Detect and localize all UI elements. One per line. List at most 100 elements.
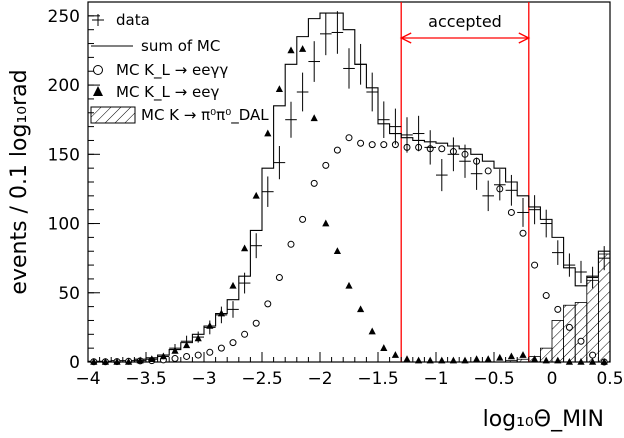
layer-data	[88, 11, 610, 363]
eeg-point	[403, 355, 411, 363]
x-tick-label: −1	[423, 369, 448, 389]
data-point	[447, 137, 460, 172]
data-point	[331, 11, 344, 54]
legend-item: MC K_L → eeγγ	[93, 61, 228, 80]
eeg-point	[101, 358, 109, 365]
data-point	[296, 72, 309, 112]
eeg-point	[484, 355, 492, 363]
y-tick-label: 0	[69, 353, 80, 373]
legend-item: MC K_L → eeγ	[93, 83, 219, 102]
eegg-point	[438, 145, 446, 153]
eegg-point	[275, 274, 283, 282]
eeg-point	[310, 114, 318, 122]
eegg-point	[380, 141, 388, 149]
eeg-point	[368, 327, 376, 335]
eegg-point	[217, 344, 225, 352]
x-axis-label: log₁₀Θ_MIN	[483, 407, 604, 432]
eegg-point	[519, 229, 527, 237]
eeg-point	[229, 281, 237, 289]
eegg-point	[241, 330, 249, 338]
eegg-point	[542, 292, 550, 300]
legend-item: MC K → π⁰π⁰_DAL	[90, 106, 269, 125]
eegg-point	[264, 300, 272, 308]
data-point	[586, 266, 599, 289]
accepted-arrow-head-right	[518, 32, 531, 44]
x-tick-label: 0	[547, 369, 558, 389]
legend-label: MC K_L → eeγγ	[116, 61, 228, 80]
eegg-point	[507, 208, 515, 216]
data-point	[436, 159, 448, 192]
legend-label: data	[116, 11, 150, 29]
data-point	[552, 240, 564, 265]
data-point	[470, 157, 483, 190]
eegg-point	[589, 351, 597, 359]
eegg-point	[565, 323, 573, 331]
hatched-bin	[505, 360, 518, 363]
data-point	[401, 117, 413, 153]
eegg-point	[554, 305, 562, 313]
data-point	[204, 320, 216, 335]
y-tick-label: 200	[48, 76, 80, 96]
eegg-point	[322, 161, 330, 169]
layer-accepted-region: accepted	[399, 2, 531, 362]
data-point	[540, 209, 552, 238]
data-point	[227, 301, 239, 318]
eegg-point	[229, 339, 237, 347]
eegg-point	[194, 351, 202, 359]
eeg-point	[287, 46, 295, 54]
legend: data sum of MC MC K_L → eeγγ MC K_L → eeγ MC…	[90, 11, 269, 125]
eegg-point	[171, 355, 179, 363]
eeg-point	[241, 244, 249, 252]
legend-triangle-icon	[93, 86, 103, 96]
eeg-point	[589, 358, 597, 365]
x-tick-label: −3	[191, 369, 216, 389]
eeg-point	[531, 355, 539, 363]
legend-label: sum of MC	[141, 37, 220, 55]
accepted-label: accepted	[428, 12, 502, 31]
data-point	[389, 108, 402, 145]
data-point	[134, 359, 146, 362]
eeg-point	[415, 356, 423, 364]
data-point	[180, 335, 193, 347]
eeg-point	[264, 129, 272, 137]
data-point	[354, 43, 367, 85]
eegg-point	[252, 319, 260, 327]
eegg-point	[287, 240, 295, 248]
eeg-point	[426, 356, 434, 364]
data-point	[215, 306, 228, 324]
eeg-point	[380, 344, 388, 351]
data-point	[273, 146, 286, 180]
x-tick-label: −4	[75, 369, 100, 389]
data-point	[343, 48, 355, 89]
eeg-point	[438, 356, 446, 364]
hatched-bin	[574, 302, 588, 363]
y-tick-label: 100	[48, 215, 80, 235]
layer-axes: −4 −3.5 −3 −2.5 −2 −1.5 −1 −0.5 0 0.5 0 50 100 150 200…	[7, 1, 624, 432]
data-point	[494, 169, 506, 201]
data-point	[192, 331, 204, 343]
x-tick-label: −0.5	[473, 369, 514, 389]
data-point	[598, 246, 610, 271]
data-point	[250, 233, 262, 259]
data-point	[482, 180, 494, 212]
eeg-point	[299, 45, 307, 52]
hatched-bin	[586, 279, 599, 363]
legend-circle-icon	[93, 65, 103, 75]
data-point	[169, 344, 181, 353]
eeg-point	[461, 356, 469, 364]
eeg-point	[565, 358, 573, 365]
eegg-point	[310, 179, 318, 187]
accepted-arrow-head-left	[399, 32, 412, 44]
data-point	[308, 41, 320, 82]
data-point	[505, 174, 518, 206]
legend-label: MC K_L → eeγ	[116, 83, 219, 102]
eeg-point	[542, 356, 550, 364]
eeg-point	[600, 358, 608, 365]
x-tick-label: −2	[307, 369, 332, 389]
x-tick-label: −1.5	[357, 369, 398, 389]
data-point	[146, 357, 158, 362]
eegg-point	[345, 134, 353, 142]
legend-item: data	[92, 11, 150, 29]
